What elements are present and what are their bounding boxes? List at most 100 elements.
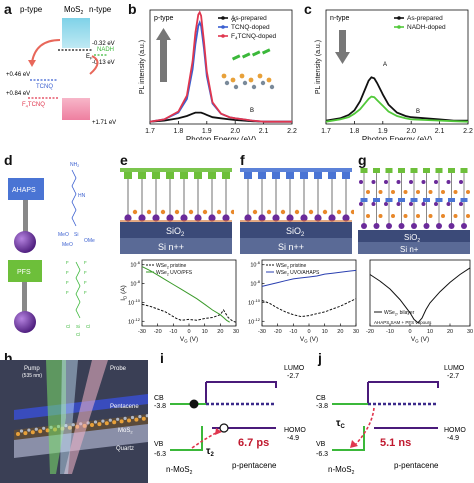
atom bbox=[359, 202, 363, 206]
molybdenum-atom bbox=[130, 415, 135, 420]
p-type-heading: p-type bbox=[20, 5, 43, 14]
ahaps-meo2: MeO bbox=[62, 242, 73, 248]
x-tick-label: -20 bbox=[154, 329, 162, 335]
x-tick-label: 10 bbox=[427, 329, 433, 335]
sam-head bbox=[373, 168, 380, 173]
sulfur-atom bbox=[134, 417, 139, 422]
atom bbox=[434, 202, 438, 206]
x-tick-label: -10 bbox=[169, 329, 177, 335]
recombination-arrow bbox=[355, 407, 375, 445]
atom bbox=[233, 84, 239, 90]
x-tick-label: -30 bbox=[258, 329, 266, 335]
molybdenum-atom bbox=[64, 424, 68, 428]
tau-symbol: τC bbox=[336, 418, 345, 430]
molybdenum-atom bbox=[123, 416, 127, 420]
electron-donation-arrow bbox=[89, 55, 99, 75]
energy-084: +0.84 eV bbox=[6, 91, 30, 97]
energy-m013: -0.13 eV bbox=[92, 60, 115, 66]
anchor-atom bbox=[461, 223, 467, 229]
vb-label: VB bbox=[154, 441, 164, 448]
electron-withdraw-arrow bbox=[31, 39, 61, 63]
sam-head bbox=[385, 198, 393, 202]
molybdenum-atom bbox=[27, 428, 31, 432]
ahaps-nh2: NH2 bbox=[70, 162, 79, 168]
chart-c-peak-a: A bbox=[383, 62, 387, 68]
oxygen-atom bbox=[280, 209, 286, 215]
molybdenum-atom bbox=[42, 426, 46, 430]
oxygen-atom bbox=[294, 209, 300, 215]
y-tick-label: 10-12 bbox=[248, 317, 261, 326]
atom bbox=[459, 180, 463, 184]
decrease-arrow-shaft bbox=[339, 30, 346, 54]
oxygen-atom bbox=[322, 209, 328, 215]
oxygen-atom bbox=[174, 209, 180, 215]
hole-transfer-arrow bbox=[191, 431, 219, 449]
electron-icon bbox=[189, 399, 199, 409]
chart-frame bbox=[369, 259, 471, 327]
ahaps-label: AHAPS bbox=[12, 187, 36, 194]
anchor-atom bbox=[300, 214, 308, 222]
x-tick-label: 0 bbox=[408, 329, 411, 335]
legend-entry: TCNQ-doped bbox=[231, 24, 270, 31]
sam-top-layer bbox=[240, 168, 352, 172]
mos2-heading: MoS2 bbox=[64, 5, 83, 16]
x-tick-label: 1.9 bbox=[202, 128, 212, 135]
atom bbox=[366, 214, 370, 218]
legend-entry: As-prepared bbox=[231, 15, 267, 22]
sam-head bbox=[328, 172, 336, 179]
panel-label-h: h bbox=[4, 350, 13, 366]
homo-value: -4.9 bbox=[447, 435, 459, 442]
si-label: Si n+ bbox=[400, 245, 419, 254]
molybdenum-atom bbox=[138, 415, 142, 419]
series-line-2 bbox=[149, 10, 292, 123]
y-tick-label: 10-8 bbox=[250, 279, 260, 288]
x-axis-label: VG (V) bbox=[180, 336, 198, 344]
anchor-atom bbox=[180, 214, 188, 222]
legend-marker bbox=[221, 34, 225, 38]
pfs-head bbox=[8, 260, 42, 282]
left-material: n-MoS2 bbox=[166, 465, 193, 476]
chart-b-peak-a: A bbox=[232, 18, 236, 24]
x-tick-label: 1.8 bbox=[350, 128, 360, 135]
sulfur-atom bbox=[30, 430, 35, 435]
atom bbox=[378, 190, 383, 194]
lumo-line bbox=[368, 381, 439, 388]
sam-head bbox=[410, 198, 418, 202]
sio2-label: SiO2 bbox=[404, 233, 420, 244]
bilayer-sam-layer bbox=[359, 168, 470, 229]
chart-c-peak-b: B bbox=[416, 109, 420, 115]
si-layer bbox=[120, 238, 232, 254]
ahaps-head bbox=[8, 178, 44, 200]
x-tick-label: 2.2 bbox=[463, 128, 473, 135]
anchor-atom bbox=[328, 214, 336, 222]
chart-b-frame bbox=[149, 9, 293, 125]
anchor-atom bbox=[138, 214, 146, 222]
panel-e-schematic: SiO2 Si n++ bbox=[120, 168, 234, 254]
sam-top-layer bbox=[120, 168, 232, 172]
legend-entry: NADH-doped bbox=[407, 24, 446, 31]
sulfur-atom bbox=[16, 432, 20, 436]
panel-label-j: j bbox=[318, 350, 322, 366]
y-tick-label: 10-10 bbox=[128, 298, 141, 307]
sio2-label: SiO2 bbox=[166, 226, 185, 238]
anchor-atom bbox=[411, 223, 417, 229]
svg-text:F: F bbox=[66, 270, 69, 275]
pentacene-label: Pentacene bbox=[110, 404, 139, 410]
chart-c-tag: n-type bbox=[330, 15, 350, 22]
molecule-ring bbox=[241, 52, 251, 59]
y-axis-label: ID (A) bbox=[120, 285, 128, 301]
sam-head bbox=[448, 168, 455, 173]
atom bbox=[403, 214, 408, 218]
sam-head bbox=[194, 172, 202, 179]
arrow-head-icon bbox=[28, 60, 36, 67]
svg-text:F: F bbox=[66, 280, 69, 285]
panel-label-e: e bbox=[120, 152, 128, 168]
ahaps-si: Si bbox=[74, 232, 78, 238]
sio2-layer bbox=[120, 222, 232, 238]
sam-head bbox=[435, 168, 443, 173]
molybdenum-atom bbox=[19, 429, 24, 433]
legend-marker bbox=[397, 16, 401, 20]
pump-beam bbox=[46, 360, 66, 474]
